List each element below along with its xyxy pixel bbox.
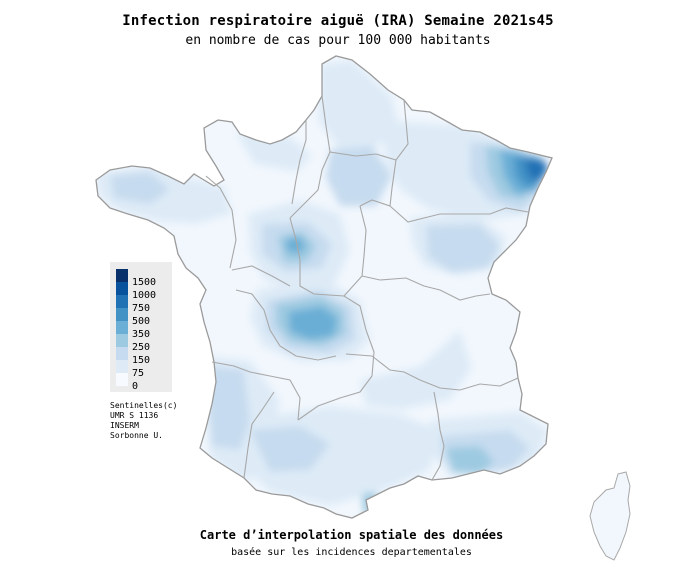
footer-subtitle: basée sur les incidences departementales [231,547,472,558]
legend-swatch-0 [116,373,128,386]
legend-label-750: 750 [132,303,151,314]
credits-line: Sentinelles(c) [110,401,178,410]
legend-swatch-1500 [116,269,128,282]
legend-label-75: 75 [132,368,145,379]
legend-label-250: 250 [132,342,151,353]
interpolation-surface [96,56,552,518]
legend-label-350: 350 [132,329,151,340]
color-legend: 1500 1000 750 500 350 250 150 75 0 [110,262,172,392]
credits-block: Sentinelles(c) UMR S 1136 INSERM Sorbonn… [110,401,177,441]
legend-swatch-350 [116,321,128,334]
legend-label-150: 150 [132,355,151,366]
credits-line: UMR S 1136 [110,411,159,420]
legend-swatch-1000 [116,282,128,295]
region-boundaries [95,55,553,519]
credits-line: INSERM [110,421,139,430]
footer-title: Carte d’interpolation spatiale des donné… [199,528,504,542]
legend-swatch-500 [116,308,128,321]
credits-line: Sorbonne U. [110,431,163,440]
legend-swatch-750 [116,295,128,308]
legend-swatch-75 [116,360,128,373]
legend-label-1500: 1500 [132,277,157,288]
map-title: Infection respiratoire aiguë (IRA) Semai… [122,13,554,29]
legend-label-500: 500 [132,316,151,327]
corsica-island [589,471,631,561]
legend-swatch-250 [116,334,128,347]
legend-label-1000: 1000 [132,290,157,301]
legend-swatch-150 [116,347,128,360]
map-subtitle: en nombre de cas pour 100 000 habitants [185,33,491,48]
legend-label-0: 0 [132,381,139,392]
